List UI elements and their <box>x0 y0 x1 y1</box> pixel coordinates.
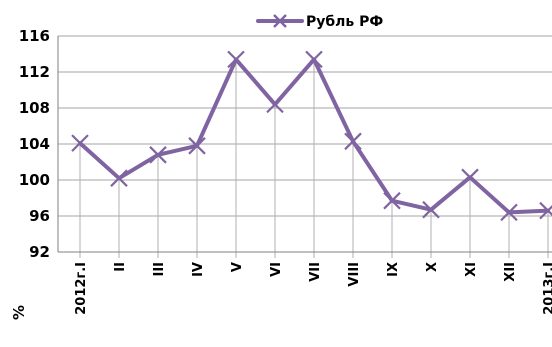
data-point-6 <box>305 50 323 69</box>
x-tick-labels: 2012г.I II III IV V VI VII VIII IX X XI XII 2013г.I <box>74 262 552 315</box>
data-point-9 <box>422 200 440 219</box>
x-tick-3: IV <box>191 262 206 277</box>
x-tick-11: XII <box>503 262 518 282</box>
x-tick-6: VII <box>308 262 323 282</box>
data-point-12 <box>539 201 552 220</box>
x-tick-4: V <box>230 262 245 272</box>
series-markers <box>71 50 552 222</box>
corner-unit-label: % <box>10 305 28 320</box>
y-tick-108: 108 <box>19 99 50 117</box>
legend-label: Рубль РФ <box>306 14 383 30</box>
y-tick-96: 96 <box>29 207 50 225</box>
x-tick-2: III <box>152 262 167 277</box>
x-tick-10: XI <box>464 262 479 277</box>
axes <box>57 36 552 253</box>
legend-x-icon <box>273 14 287 28</box>
data-point-5 <box>266 95 284 114</box>
x-tick-5: VI <box>269 262 284 277</box>
x-tick-8: IX <box>386 262 401 277</box>
legend: Рубль РФ <box>256 14 383 30</box>
y-tick-116: 116 <box>19 27 50 45</box>
y-tick-92: 92 <box>29 243 50 261</box>
data-point-2 <box>149 146 167 164</box>
data-point-10 <box>461 168 479 187</box>
data-point-4 <box>227 50 245 69</box>
y-tick-100: 100 <box>19 171 50 189</box>
drop-lines <box>79 59 549 258</box>
data-point-7 <box>344 132 362 151</box>
data-point-3 <box>188 137 206 155</box>
y-tick-labels: 92 96 100 104 108 112 116 <box>19 27 50 261</box>
data-point-0 <box>71 134 89 152</box>
data-point-11 <box>500 203 518 222</box>
data-point-8 <box>383 191 401 210</box>
data-point-1 <box>110 169 128 187</box>
x-tick-9: X <box>425 262 440 272</box>
x-tick-0: 2012г.I <box>74 262 89 315</box>
y-tick-104: 104 <box>19 135 50 153</box>
x-tick-1: II <box>113 262 128 272</box>
x-tick-12: 2013г.I <box>542 262 552 315</box>
x-tick-7: VIII <box>347 262 362 287</box>
y-tick-112: 112 <box>19 63 50 81</box>
